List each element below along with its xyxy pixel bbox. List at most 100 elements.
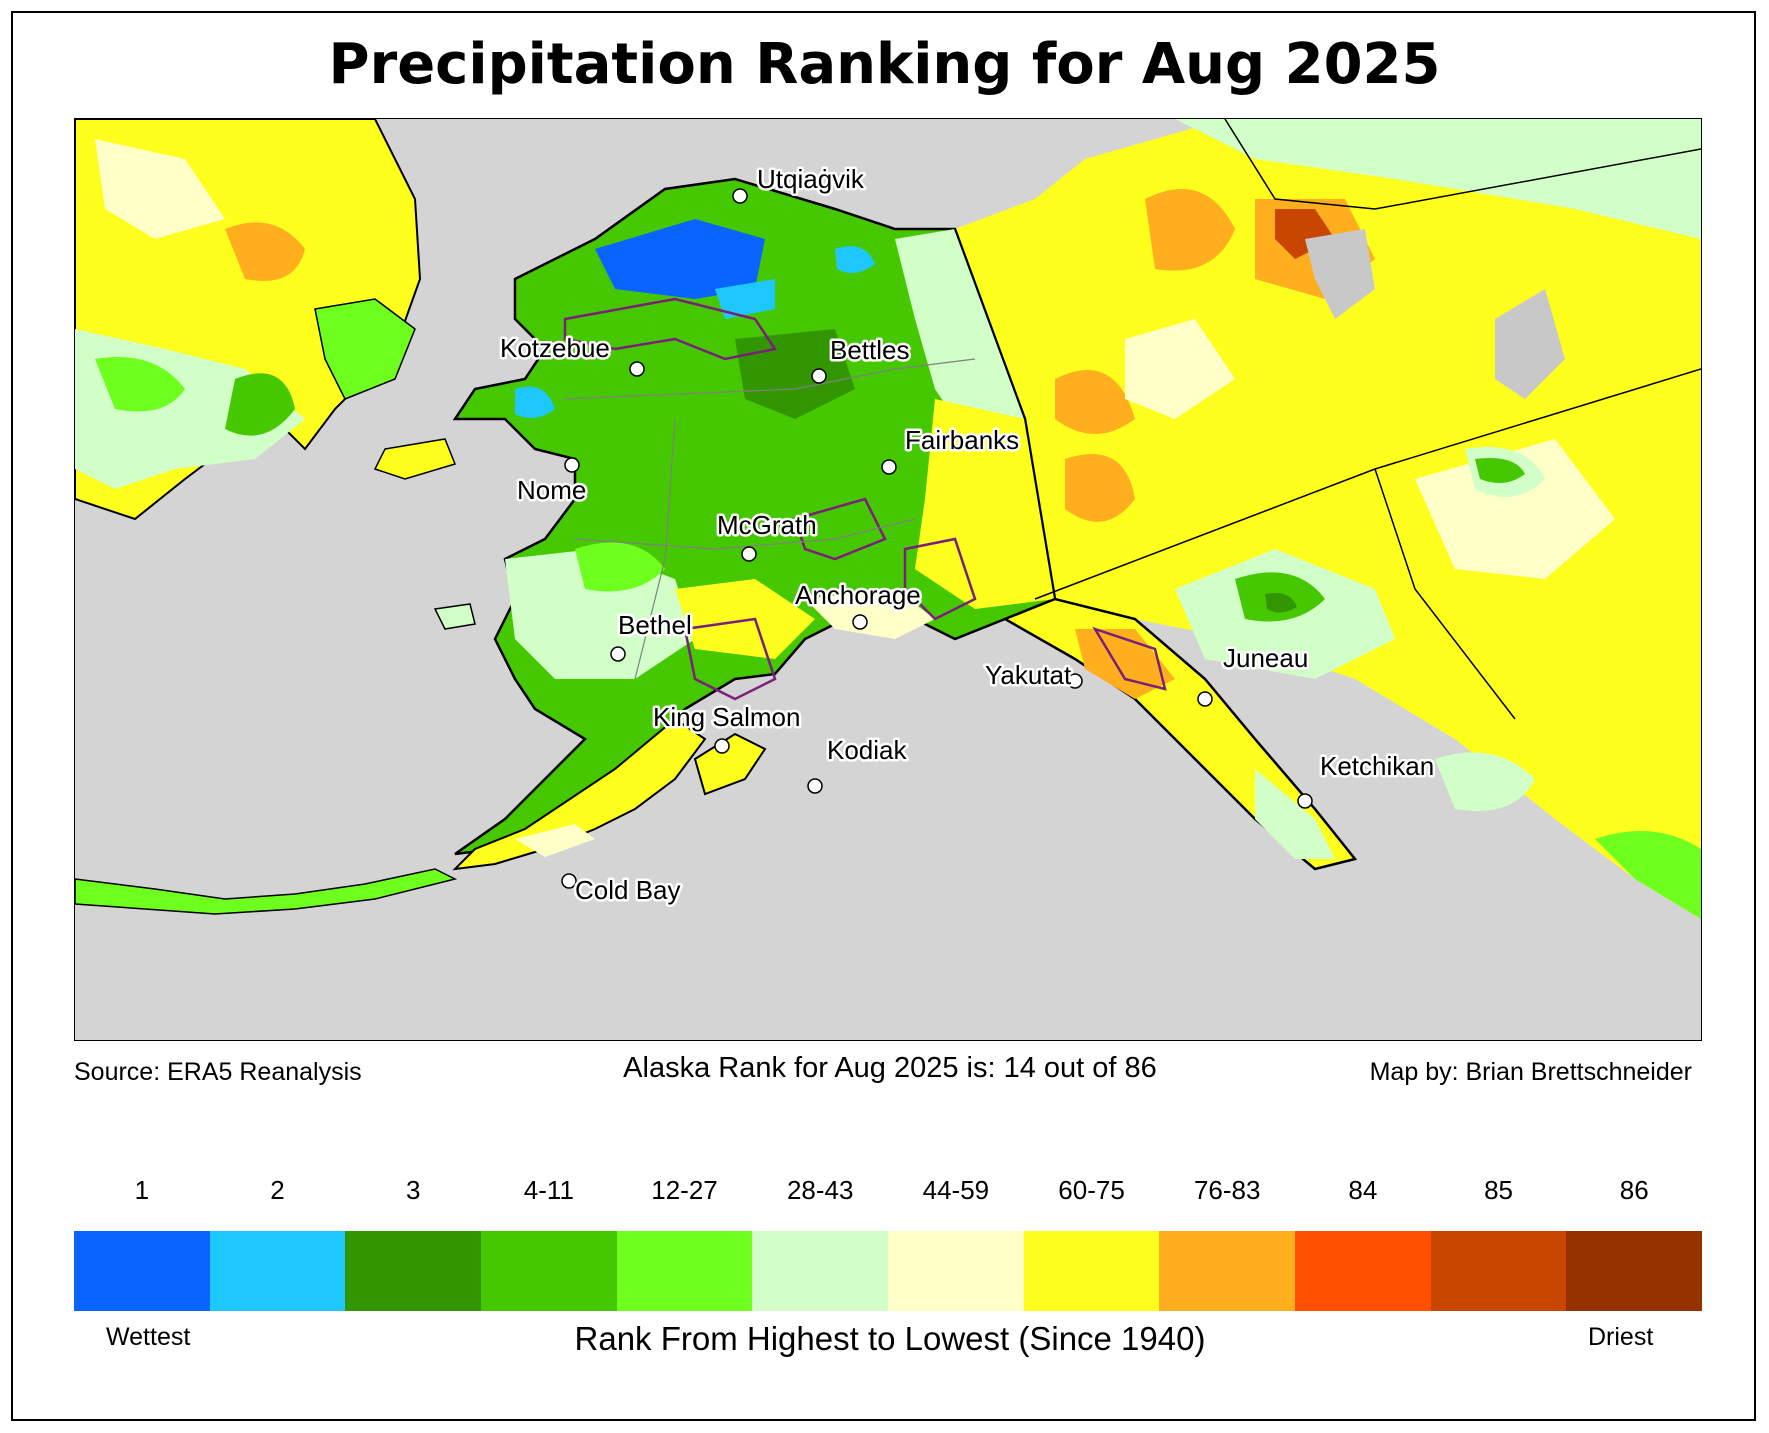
legend-label: 12-27 — [651, 1175, 718, 1205]
city-marker — [811, 368, 827, 384]
legend-label: 60-75 — [1058, 1175, 1125, 1205]
alaska-dry-patch — [915, 399, 1055, 609]
legend-label: 85 — [1484, 1175, 1514, 1205]
alaska-patch — [805, 589, 935, 639]
city-label: King Salmon — [653, 702, 800, 732]
nunivak-island — [433, 603, 476, 630]
legend-label: 28-43 — [786, 1175, 854, 1205]
legend-color-bar — [74, 1231, 1703, 1311]
legend-label: 84 — [1348, 1175, 1378, 1205]
city-marker — [1067, 673, 1083, 689]
canada-wet-patch — [1475, 458, 1525, 483]
legend-swatch — [1566, 1231, 1703, 1311]
legend: 1 2 3 4-11 12-27 28-43 44-59 60-75 76-83… — [74, 1175, 1703, 1311]
canada-dry-patch — [1145, 189, 1235, 271]
city-marker — [1297, 793, 1313, 809]
city-label: Kotzebue — [500, 333, 610, 363]
credit-text: Map by: Brian Brettschneider — [1369, 1058, 1692, 1086]
city-marker — [714, 738, 730, 754]
city-marker — [852, 614, 868, 630]
legend-label: 4-11 — [523, 1175, 574, 1205]
russia-patch — [95, 139, 225, 239]
city-label: Ketchikan — [1320, 751, 1434, 781]
legend-swatch — [345, 1231, 482, 1311]
canada-wet-patch — [1265, 592, 1297, 613]
no-data-patch — [1305, 229, 1375, 319]
city-marker — [610, 646, 626, 662]
division-line — [564, 358, 976, 400]
aleutian-islands — [75, 868, 458, 915]
legend-driest-label: Driest — [1588, 1323, 1654, 1351]
legend-swatch — [752, 1231, 889, 1311]
province-border — [1374, 468, 1516, 720]
city-label: Fairbanks — [905, 425, 1019, 455]
canada-patch — [1435, 752, 1535, 811]
city-label: Cold Bay — [575, 875, 681, 905]
source-text: Source: ERA5 Reanalysis — [74, 1058, 362, 1086]
figure-frame — [11, 11, 1756, 1421]
legend-swatch — [481, 1231, 617, 1311]
russia-patch — [225, 373, 295, 436]
region-boundary — [563, 297, 778, 361]
legend-labels: 1 2 3 4-11 12-27 28-43 44-59 60-75 76-83… — [74, 1175, 1702, 1215]
legend-swatch — [1159, 1231, 1296, 1311]
legend-swatch — [209, 1231, 346, 1311]
alaska-patch — [575, 542, 665, 592]
legend-label: 2 — [270, 1175, 285, 1205]
map-title: Precipitation Ranking for Aug 2025 — [328, 32, 1441, 97]
rank-statement: Alaska Rank for Aug 2025 is: 14 out of 8… — [623, 1052, 1157, 1084]
city-marker — [741, 546, 757, 562]
city-marker — [881, 459, 897, 475]
city-label: Juneau — [1223, 643, 1308, 673]
legend-swatch — [888, 1231, 1024, 1311]
city-marker — [561, 873, 577, 889]
region-boundary — [903, 537, 977, 621]
precipitation-map: Utqiaġvik Kotzebue Bettles Fairbanks Nom… — [74, 118, 1702, 1041]
region-boundary — [1092, 626, 1167, 691]
legend-swatch — [1023, 1231, 1160, 1311]
division-line — [574, 518, 916, 550]
legend-swatch — [74, 1231, 210, 1311]
alaska-dry-patch — [675, 579, 815, 659]
no-data-patch — [1495, 289, 1565, 399]
city-marker — [629, 361, 645, 377]
city-marker — [564, 457, 580, 473]
map-canvas: Utqiaġvik Kotzebue Bettles Fairbanks Nom… — [75, 119, 1701, 1040]
legend-label: 44-59 — [922, 1175, 990, 1205]
russia-patch — [95, 357, 185, 412]
city-label: McGrath — [717, 510, 817, 540]
st-lawrence-island — [373, 438, 457, 480]
alaska-patch — [895, 229, 1025, 449]
city-label: Bettles — [830, 335, 910, 365]
legend-swatch — [1295, 1231, 1431, 1311]
canada-wet-patch — [1595, 831, 1701, 919]
city-label: Yakutat — [985, 660, 1072, 690]
canada-dry-patch — [1055, 370, 1135, 434]
region-boundary — [793, 497, 887, 561]
legend-label: 3 — [405, 1175, 421, 1205]
legend-swatch — [616, 1231, 753, 1311]
city-label: Kodiak — [827, 735, 907, 765]
second-wettest-region — [515, 386, 555, 418]
region-boundary — [683, 617, 777, 701]
canada-dry-patch — [1065, 454, 1135, 522]
canada-north-patch — [1175, 119, 1701, 239]
panhandle-dry-patch — [1075, 629, 1175, 699]
second-wettest-region — [715, 279, 775, 319]
city-label: Anchorage — [795, 580, 921, 610]
division-line — [634, 418, 676, 680]
city-label: Nome — [517, 475, 586, 505]
second-wettest-region — [835, 246, 875, 273]
wettest-region — [595, 219, 765, 299]
city-label: Utqiaġvik — [757, 164, 865, 194]
canada-patch — [1125, 319, 1235, 419]
panhandle-patch — [1255, 769, 1335, 859]
city-marker — [732, 188, 748, 204]
legend-label: 86 — [1619, 1175, 1649, 1205]
legend-wettest-label: Wettest — [106, 1323, 191, 1351]
city-marker — [807, 778, 823, 794]
kodiak-island — [693, 732, 767, 796]
territory-border — [1224, 119, 1701, 210]
legend-swatch — [1430, 1231, 1567, 1311]
legend-label: 76-83 — [1193, 1175, 1261, 1205]
